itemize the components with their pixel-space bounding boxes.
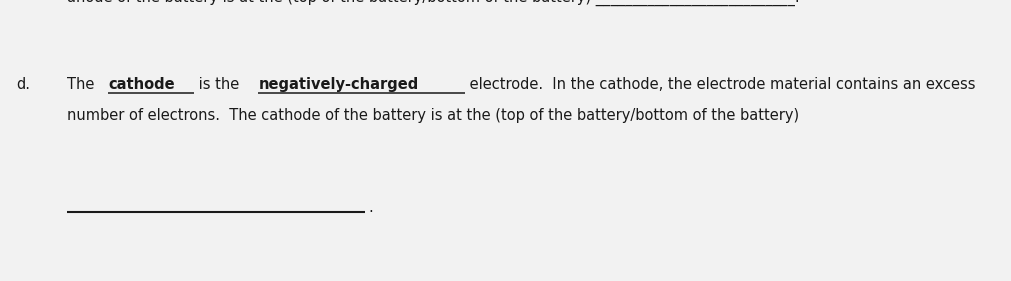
Text: electrode.  In the cathode, the electrode material contains an excess: electrode. In the cathode, the electrode… — [465, 77, 975, 92]
Text: anode of the battery is at the (top of the battery/bottom of the battery) ______: anode of the battery is at the (top of t… — [67, 0, 799, 6]
Text: .: . — [368, 200, 372, 215]
Text: is the: is the — [194, 77, 244, 92]
Text: cathode: cathode — [108, 77, 175, 92]
Text: d.: d. — [16, 77, 30, 92]
Text: The: The — [67, 77, 98, 92]
Text: number of electrons.  The cathode of the battery is at the (top of the battery/b: number of electrons. The cathode of the … — [67, 108, 798, 123]
Text: negatively-charged: negatively-charged — [258, 77, 419, 92]
